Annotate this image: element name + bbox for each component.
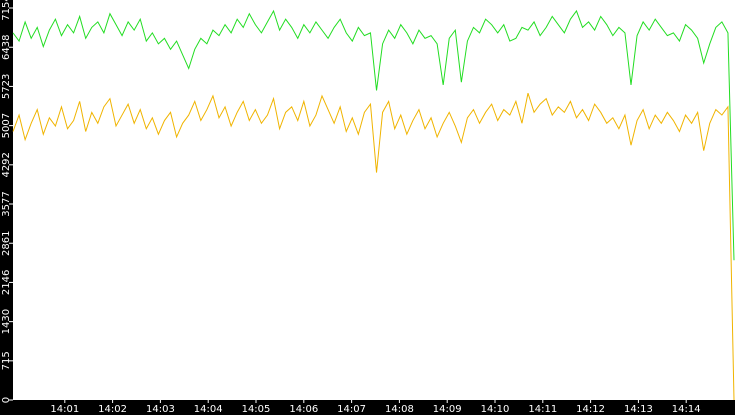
- y-tick-label: 7154: [1, 0, 12, 21]
- x-tick-label: 14:14: [672, 404, 701, 415]
- y-tick-label: 2861: [1, 231, 12, 256]
- y-tick-label: 2146: [1, 270, 12, 295]
- y-tick-label: 5723: [1, 74, 12, 99]
- x-tick-label: 14:06: [289, 404, 318, 415]
- y-axis-strip: [0, 0, 13, 415]
- x-tick-label: 14:01: [50, 404, 79, 415]
- x-tick-label: 14:05: [242, 404, 271, 415]
- y-tick-label: 1430: [1, 309, 12, 334]
- x-tick-label: 14:08: [385, 404, 414, 415]
- x-tick-label: 14:03: [146, 404, 175, 415]
- y-tick-label: 0: [1, 397, 12, 403]
- x-tick-label: 14:07: [337, 404, 366, 415]
- series-line: [12, 9, 735, 261]
- x-tick-label: 14:04: [194, 404, 223, 415]
- x-tick-label: 14:09: [433, 404, 462, 415]
- x-tick-label: 14:10: [481, 404, 510, 415]
- y-tick-label: 3577: [1, 191, 12, 216]
- x-tick-label: 14:11: [528, 404, 557, 415]
- y-tick-label: 6438: [1, 35, 12, 60]
- x-tick-label: 14:12: [576, 404, 605, 415]
- y-tick-label: 4292: [1, 152, 12, 177]
- x-tick-label: 14:02: [98, 404, 127, 415]
- x-tick-label: 14:13: [624, 404, 653, 415]
- y-tick-label: 715: [1, 351, 12, 370]
- y-tick-label: 5007: [1, 113, 12, 138]
- x-axis-strip: [0, 400, 735, 415]
- series-line: [12, 93, 735, 401]
